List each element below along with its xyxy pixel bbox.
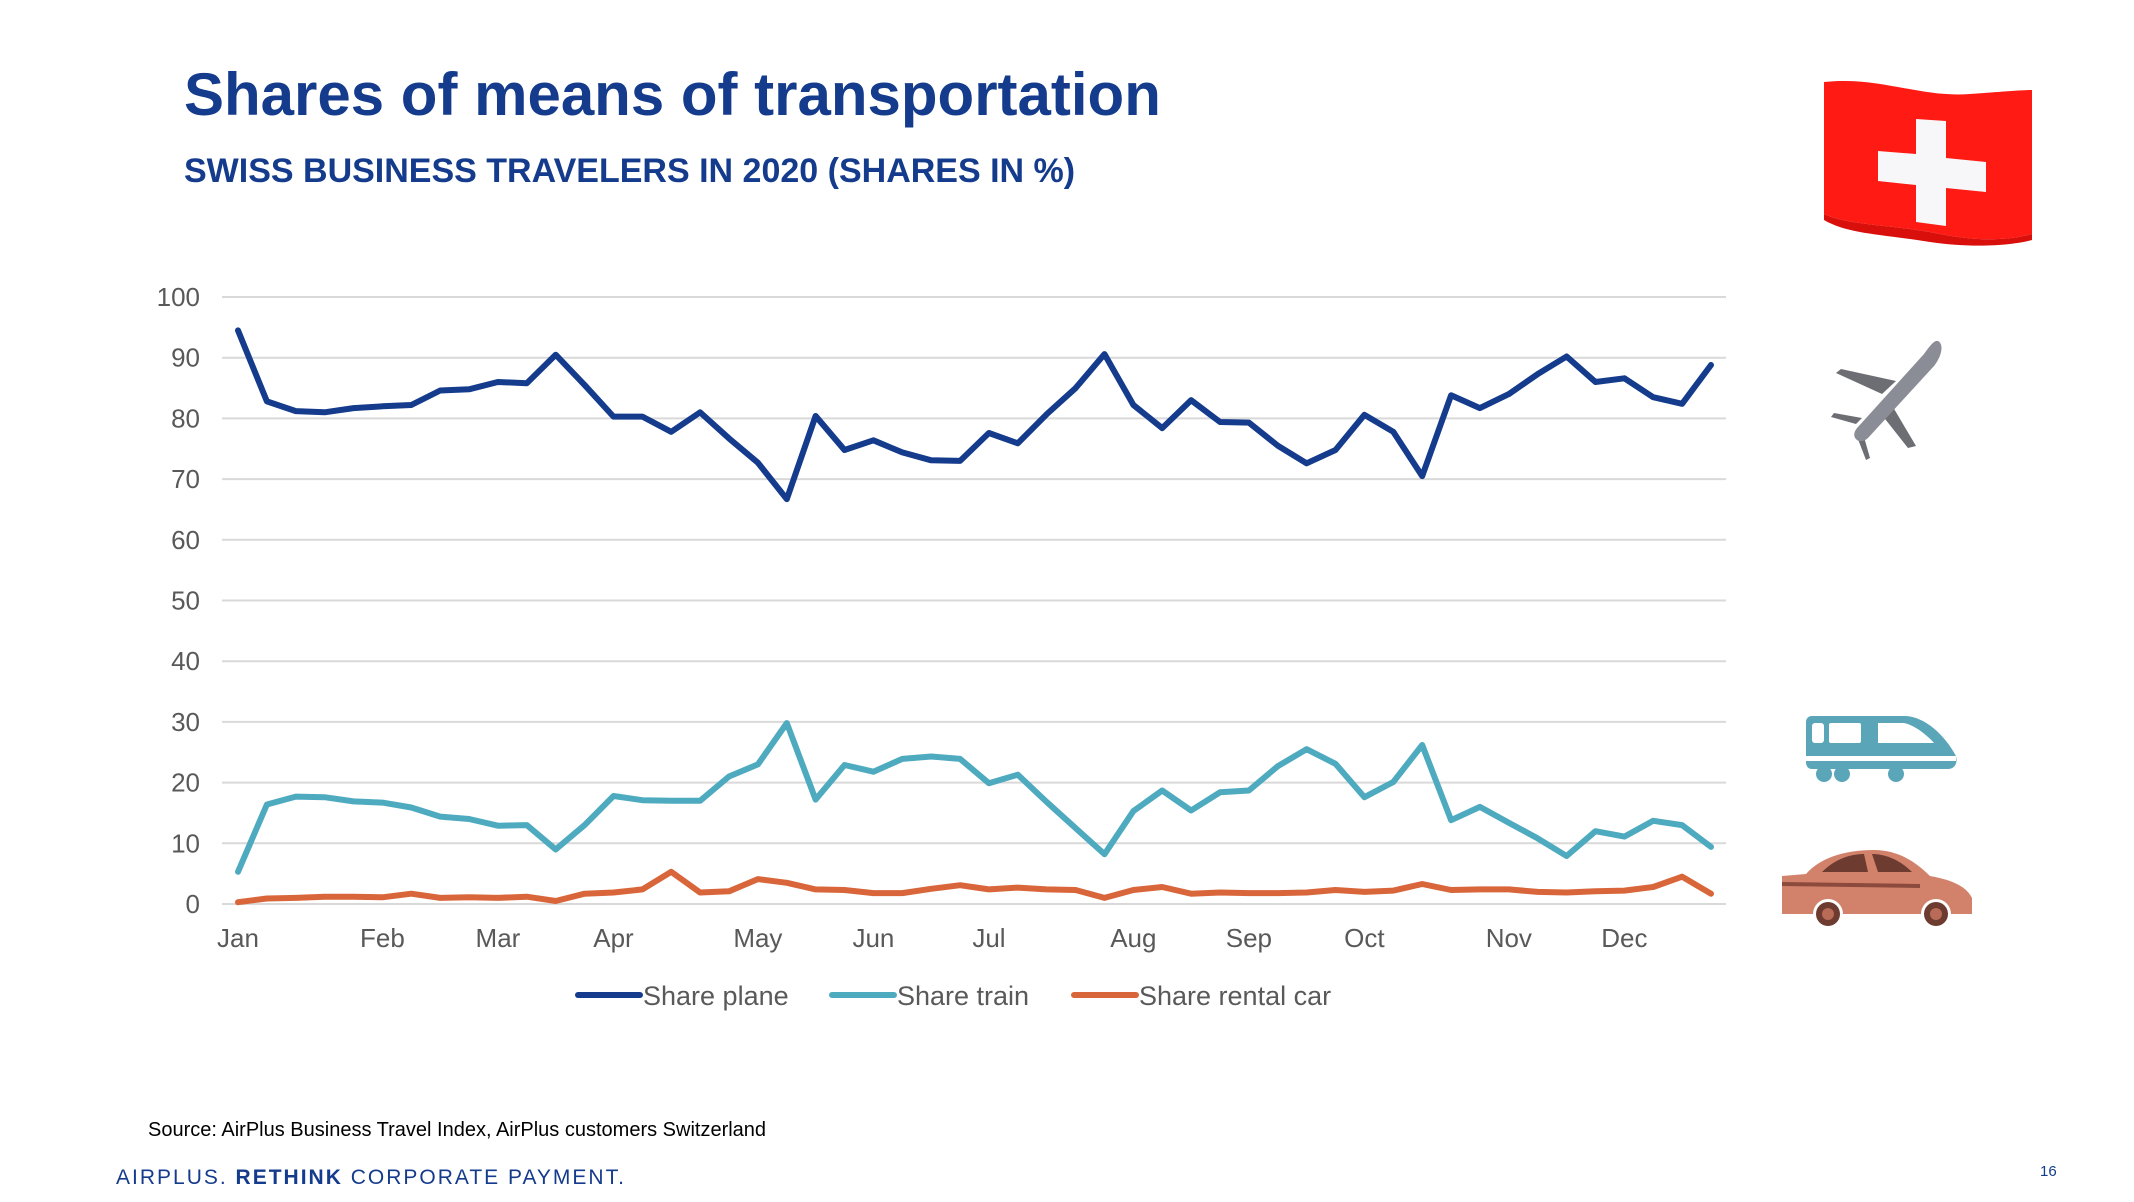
page-title: Shares of means of transportation xyxy=(184,61,1161,128)
x-tick-label: Jul xyxy=(972,923,1005,953)
y-tick-label: 50 xyxy=(171,586,200,616)
y-tick-label: 90 xyxy=(171,343,200,373)
page-number: 16 xyxy=(2040,1163,2057,1180)
legend: Share plane Share train Share rental car xyxy=(575,981,1331,1011)
footer-suffix: CORPORATE PAYMENT. xyxy=(342,1166,626,1189)
y-axis-ticks: 0 10 20 30 40 50 60 70 80 90 100 xyxy=(157,282,200,919)
x-axis-ticks: Jan Feb Mar Apr May Jun Jul Aug Sep Oct Nov Dec xyxy=(217,923,1647,953)
x-tick-label: Nov xyxy=(1486,923,1532,953)
x-tick-label: Dec xyxy=(1601,923,1647,953)
airplane-icon xyxy=(1831,340,1942,460)
source-note: Source: AirPlus Business Travel Index, A… xyxy=(148,1119,767,1141)
legend-label: Share train xyxy=(897,981,1029,1011)
legend-label: Share plane xyxy=(643,981,789,1011)
footer-bold: RETHINK xyxy=(235,1166,343,1189)
series-line-share-rental-car xyxy=(235,868,1714,906)
x-tick-label: Oct xyxy=(1344,923,1385,953)
x-tick-label: Apr xyxy=(593,923,634,953)
x-tick-label: Sep xyxy=(1226,923,1272,953)
y-tick-label: 10 xyxy=(171,828,200,858)
y-tick-label: 40 xyxy=(171,646,200,676)
y-tick-label: 30 xyxy=(171,707,200,737)
swiss-flag-icon xyxy=(1824,80,2032,246)
grid-lines xyxy=(222,296,1726,905)
train-icon xyxy=(1806,716,1957,782)
y-tick-label: 80 xyxy=(171,403,200,433)
y-tick-label: 20 xyxy=(171,768,200,798)
footer-prefix: AIRPLUS. xyxy=(116,1166,236,1189)
x-tick-label: Feb xyxy=(360,923,405,953)
series-lines xyxy=(235,327,1714,906)
x-tick-label: Jan xyxy=(217,923,259,953)
y-tick-label: 60 xyxy=(171,525,200,555)
series-line-share-plane xyxy=(235,327,1714,503)
y-tick-label: 70 xyxy=(171,464,200,494)
x-tick-label: Jun xyxy=(852,923,894,953)
x-tick-label: May xyxy=(733,923,782,953)
y-tick-label: 100 xyxy=(157,282,200,312)
footer-tagline: AIRPLUS. RETHINK CORPORATE PAYMENT. xyxy=(116,1166,626,1190)
series-line-share-train xyxy=(235,720,1714,875)
page-subtitle: SWISS BUSINESS TRAVELERS IN 2020 (SHARES… xyxy=(184,152,1076,190)
x-tick-label: Mar xyxy=(476,923,521,953)
legend-label: Share rental car xyxy=(1139,981,1331,1011)
y-tick-label: 0 xyxy=(186,889,200,919)
car-icon xyxy=(1782,850,1972,928)
x-tick-label: Aug xyxy=(1110,923,1156,953)
